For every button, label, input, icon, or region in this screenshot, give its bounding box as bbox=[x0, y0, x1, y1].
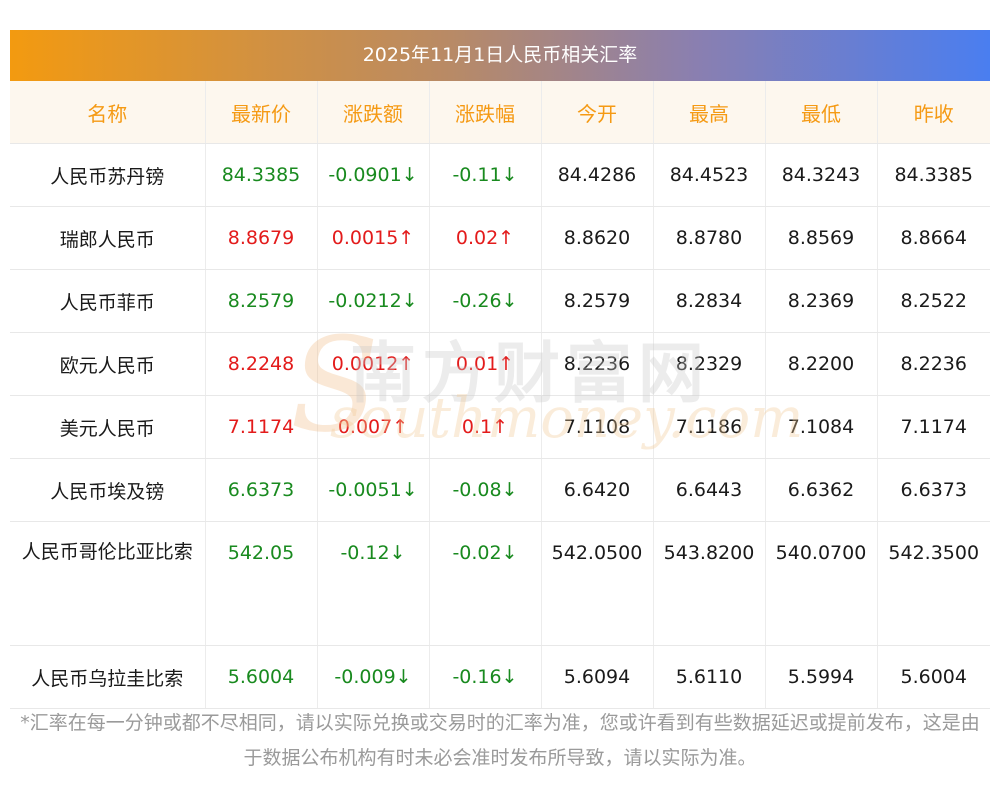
cell-low: 8.8569 bbox=[765, 206, 878, 270]
cell-open: 542.0500 bbox=[541, 521, 654, 646]
cell-high: 7.1186 bbox=[653, 395, 766, 459]
cell-open: 5.6094 bbox=[541, 645, 654, 709]
col-header-pct: 涨跌幅 bbox=[429, 81, 542, 144]
cell-name: 瑞郎人民币 bbox=[10, 206, 206, 270]
cell-low: 8.2200 bbox=[765, 332, 878, 396]
cell-low: 8.2369 bbox=[765, 269, 878, 333]
cell-high: 6.6443 bbox=[653, 458, 766, 522]
cell-prev: 5.6004 bbox=[877, 645, 990, 709]
cell-latest: 5.6004 bbox=[205, 645, 318, 709]
cell-low: 84.3243 bbox=[765, 143, 878, 207]
cell-latest: 8.2579 bbox=[205, 269, 318, 333]
cell-high: 8.8780 bbox=[653, 206, 766, 270]
cell-name: 人民币乌拉圭比索 bbox=[10, 645, 206, 709]
cell-prev: 8.2522 bbox=[877, 269, 990, 333]
cell-prev: 7.1174 bbox=[877, 395, 990, 459]
cell-high: 5.6110 bbox=[653, 645, 766, 709]
cell-pct: -0.02↓ bbox=[429, 521, 542, 646]
cell-open: 8.2236 bbox=[541, 332, 654, 396]
table-row: 瑞郎人民币 8.8679 0.0015↑ 0.02↑ 8.8620 8.8780 8.856… bbox=[10, 206, 990, 270]
cell-name: 人民币哥伦比亚比索 bbox=[10, 521, 206, 646]
cell-latest: 542.05 bbox=[205, 521, 318, 646]
table-row: 欧元人民币 8.2248 0.0012↑ 0.01↑ 8.2236 8.2329 8.220… bbox=[10, 332, 990, 396]
cell-open: 8.2579 bbox=[541, 269, 654, 333]
cell-open: 7.1108 bbox=[541, 395, 654, 459]
cell-name: 欧元人民币 bbox=[10, 332, 206, 396]
cell-name: 美元人民币 bbox=[10, 395, 206, 459]
col-header-high: 最高 bbox=[653, 81, 766, 144]
col-header-name: 名称 bbox=[10, 81, 206, 144]
cell-prev: 542.3500 bbox=[877, 521, 990, 646]
cell-prev: 8.8664 bbox=[877, 206, 990, 270]
cell-low: 5.5994 bbox=[765, 645, 878, 709]
cell-prev: 8.2236 bbox=[877, 332, 990, 396]
cell-latest: 8.8679 bbox=[205, 206, 318, 270]
table-row: 美元人民币 7.1174 0.007↑ 0.1↑ 7.1108 7.1186 7.1084 7… bbox=[10, 395, 990, 459]
cell-change: -0.009↓ bbox=[317, 645, 430, 709]
cell-pct: -0.26↓ bbox=[429, 269, 542, 333]
cell-pct: -0.08↓ bbox=[429, 458, 542, 522]
cell-pct: 0.1↑ bbox=[429, 395, 542, 459]
cell-change: -0.12↓ bbox=[317, 521, 430, 646]
cell-open: 84.4286 bbox=[541, 143, 654, 207]
cell-prev: 84.3385 bbox=[877, 143, 990, 207]
cell-open: 8.8620 bbox=[541, 206, 654, 270]
cell-change: 0.0015↑ bbox=[317, 206, 430, 270]
table-row: 人民币哥伦比亚比索 542.05 -0.12↓ -0.02↓ 542.0500 543.8… bbox=[10, 521, 990, 646]
cell-change: 0.007↑ bbox=[317, 395, 430, 459]
col-header-prev: 昨收 bbox=[877, 81, 990, 144]
cell-pct: -0.16↓ bbox=[429, 645, 542, 709]
cell-latest: 7.1174 bbox=[205, 395, 318, 459]
cell-latest: 84.3385 bbox=[205, 143, 318, 207]
table-header-row: 名称 最新价 涨跌额 涨跌幅 今开 最高 最低 昨收 bbox=[10, 81, 990, 144]
cell-change: -0.0901↓ bbox=[317, 143, 430, 207]
cell-high: 8.2834 bbox=[653, 269, 766, 333]
table-row: 人民币菲币 8.2579 -0.0212↓ -0.26↓ 8.2579 8.2834 8.2… bbox=[10, 269, 990, 333]
cell-high: 543.8200 bbox=[653, 521, 766, 646]
table-title: 2025年11月1日人民币相关汇率 bbox=[10, 30, 990, 81]
table-row: 人民币乌拉圭比索 5.6004 -0.009↓ -0.16↓ 5.6094 5.6110 5… bbox=[10, 645, 990, 709]
cell-change: -0.0212↓ bbox=[317, 269, 430, 333]
table-row: 人民币苏丹镑 84.3385 -0.0901↓ -0.11↓ 84.4286 84.452… bbox=[10, 143, 990, 207]
table-row: 人民币埃及镑 6.6373 -0.0051↓ -0.08↓ 6.6420 6.6443 6.… bbox=[10, 458, 990, 522]
cell-pct: 0.02↑ bbox=[429, 206, 542, 270]
cell-name: 人民币埃及镑 bbox=[10, 458, 206, 522]
cell-low: 540.0700 bbox=[765, 521, 878, 646]
exchange-rate-table: 名称 最新价 涨跌额 涨跌幅 今开 最高 最低 昨收 人民币苏丹镑 84.3385… bbox=[10, 81, 990, 709]
cell-low: 7.1084 bbox=[765, 395, 878, 459]
cell-high: 84.4523 bbox=[653, 143, 766, 207]
cell-pct: 0.01↑ bbox=[429, 332, 542, 396]
cell-low: 6.6362 bbox=[765, 458, 878, 522]
cell-prev: 6.6373 bbox=[877, 458, 990, 522]
rate-table-container: 2025年11月1日人民币相关汇率 名称 最新价 涨跌额 涨跌幅 今开 最高 最… bbox=[10, 30, 990, 709]
col-header-open: 今开 bbox=[541, 81, 654, 144]
cell-change: 0.0012↑ bbox=[317, 332, 430, 396]
col-header-change: 涨跌额 bbox=[317, 81, 430, 144]
col-header-low: 最低 bbox=[765, 81, 878, 144]
cell-name: 人民币苏丹镑 bbox=[10, 143, 206, 207]
cell-latest: 8.2248 bbox=[205, 332, 318, 396]
cell-pct: -0.11↓ bbox=[429, 143, 542, 207]
cell-name: 人民币菲币 bbox=[10, 269, 206, 333]
cell-change: -0.0051↓ bbox=[317, 458, 430, 522]
cell-open: 6.6420 bbox=[541, 458, 654, 522]
cell-latest: 6.6373 bbox=[205, 458, 318, 522]
disclaimer-note: *汇率在每一分钟或都不尽相同，请以实际兑换或交易时的汇率为准，您或许看到有些数据… bbox=[20, 712, 980, 769]
cell-high: 8.2329 bbox=[653, 332, 766, 396]
col-header-latest: 最新价 bbox=[205, 81, 318, 144]
